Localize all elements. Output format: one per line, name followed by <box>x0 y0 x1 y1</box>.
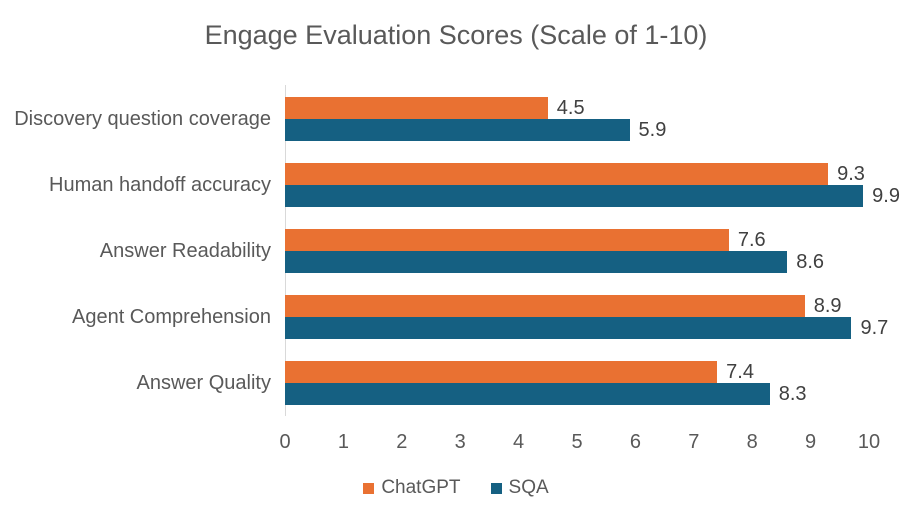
bars-cell: 7.4 8.3 <box>285 361 869 405</box>
legend-item-sqa: SQA <box>490 477 549 499</box>
x-tick-label: 9 <box>805 431 817 453</box>
bar-line: 9.7 <box>285 317 888 339</box>
bars-cell: 7.6 8.6 <box>285 229 869 273</box>
chart-title: Engage Evaluation Scores (Scale of 1-10) <box>204 20 708 50</box>
bar-line: 8.3 <box>285 383 869 405</box>
x-tick-label: 0 <box>279 431 291 453</box>
category-row: Human handoff accuracy 9.3 9.9 <box>0 152 900 218</box>
bar-line: 9.3 <box>285 163 869 185</box>
category-rows: Discovery question coverage 4.5 5.9 Human h… <box>0 86 900 416</box>
legend-swatch-icon <box>490 482 502 494</box>
bar-line: 7.4 <box>285 361 869 383</box>
data-label: 8.3 <box>778 382 807 405</box>
bar-line: 8.9 <box>285 295 869 317</box>
x-tick-label: 8 <box>746 431 758 453</box>
category-row: Discovery question coverage 4.5 5.9 <box>0 86 869 152</box>
x-tick-label: 1 <box>337 431 349 453</box>
bar-sqa <box>285 383 770 405</box>
data-label: 8.6 <box>796 250 825 273</box>
legend-label: SQA <box>508 477 549 498</box>
bar-chatgpt <box>285 97 548 119</box>
data-label: 7.4 <box>726 360 754 383</box>
bar-chatgpt <box>285 361 718 383</box>
data-label: 4.5 <box>556 96 585 119</box>
x-tick-label: 6 <box>629 431 641 453</box>
legend-item-chatgpt: ChatGPT <box>363 477 461 499</box>
category-label: Discovery question coverage <box>14 107 271 130</box>
data-label: 9.7 <box>860 316 889 339</box>
bars-cell: 8.9 9.7 <box>285 295 888 339</box>
x-axis-ticks: 0 1 2 3 4 5 6 7 8 9 10 <box>279 431 880 457</box>
category-row: Answer Quality 7.4 8.3 <box>0 350 869 416</box>
bar-sqa <box>285 317 852 339</box>
chart-legend: ChatGPT SQA <box>0 477 912 499</box>
bar-line: 5.9 <box>285 119 869 141</box>
data-label: 9.3 <box>837 162 865 185</box>
category-label: Human handoff accuracy <box>49 173 271 196</box>
bar-sqa <box>285 185 864 207</box>
bar-chatgpt <box>285 163 829 185</box>
category-label: Answer Quality <box>136 371 272 394</box>
category-row: Agent Comprehension 8.9 9.7 <box>0 284 888 350</box>
x-tick-label: 4 <box>513 431 525 453</box>
x-tick-label: 5 <box>571 431 583 453</box>
bar-line: 9.9 <box>285 185 900 207</box>
bar-sqa <box>285 251 788 273</box>
legend-label: ChatGPT <box>381 477 461 498</box>
legend-swatch-icon <box>363 482 375 494</box>
bar-line: 7.6 <box>285 229 869 251</box>
bar-line: 8.6 <box>285 251 869 273</box>
bars-cell: 4.5 5.9 <box>285 97 869 141</box>
bar-chatgpt <box>285 295 805 317</box>
x-tick-label: 10 <box>857 431 881 453</box>
bar-chatgpt <box>285 229 729 251</box>
x-tick-label: 3 <box>454 431 466 453</box>
x-tick-label: 2 <box>396 431 408 453</box>
data-label: 9.9 <box>872 184 900 207</box>
bar-sqa <box>285 119 630 141</box>
bars-cell: 9.3 9.9 <box>285 163 900 207</box>
category-label: Agent Comprehension <box>71 305 271 328</box>
category-row: Answer Readability 7.6 8.6 <box>0 218 869 284</box>
category-label: Answer Readability <box>99 239 271 262</box>
bar-line: 4.5 <box>285 97 869 119</box>
x-tick-label: 7 <box>688 431 700 453</box>
data-label: 7.6 <box>737 228 766 251</box>
data-label: 8.9 <box>813 294 842 317</box>
data-label: 5.9 <box>638 118 667 141</box>
